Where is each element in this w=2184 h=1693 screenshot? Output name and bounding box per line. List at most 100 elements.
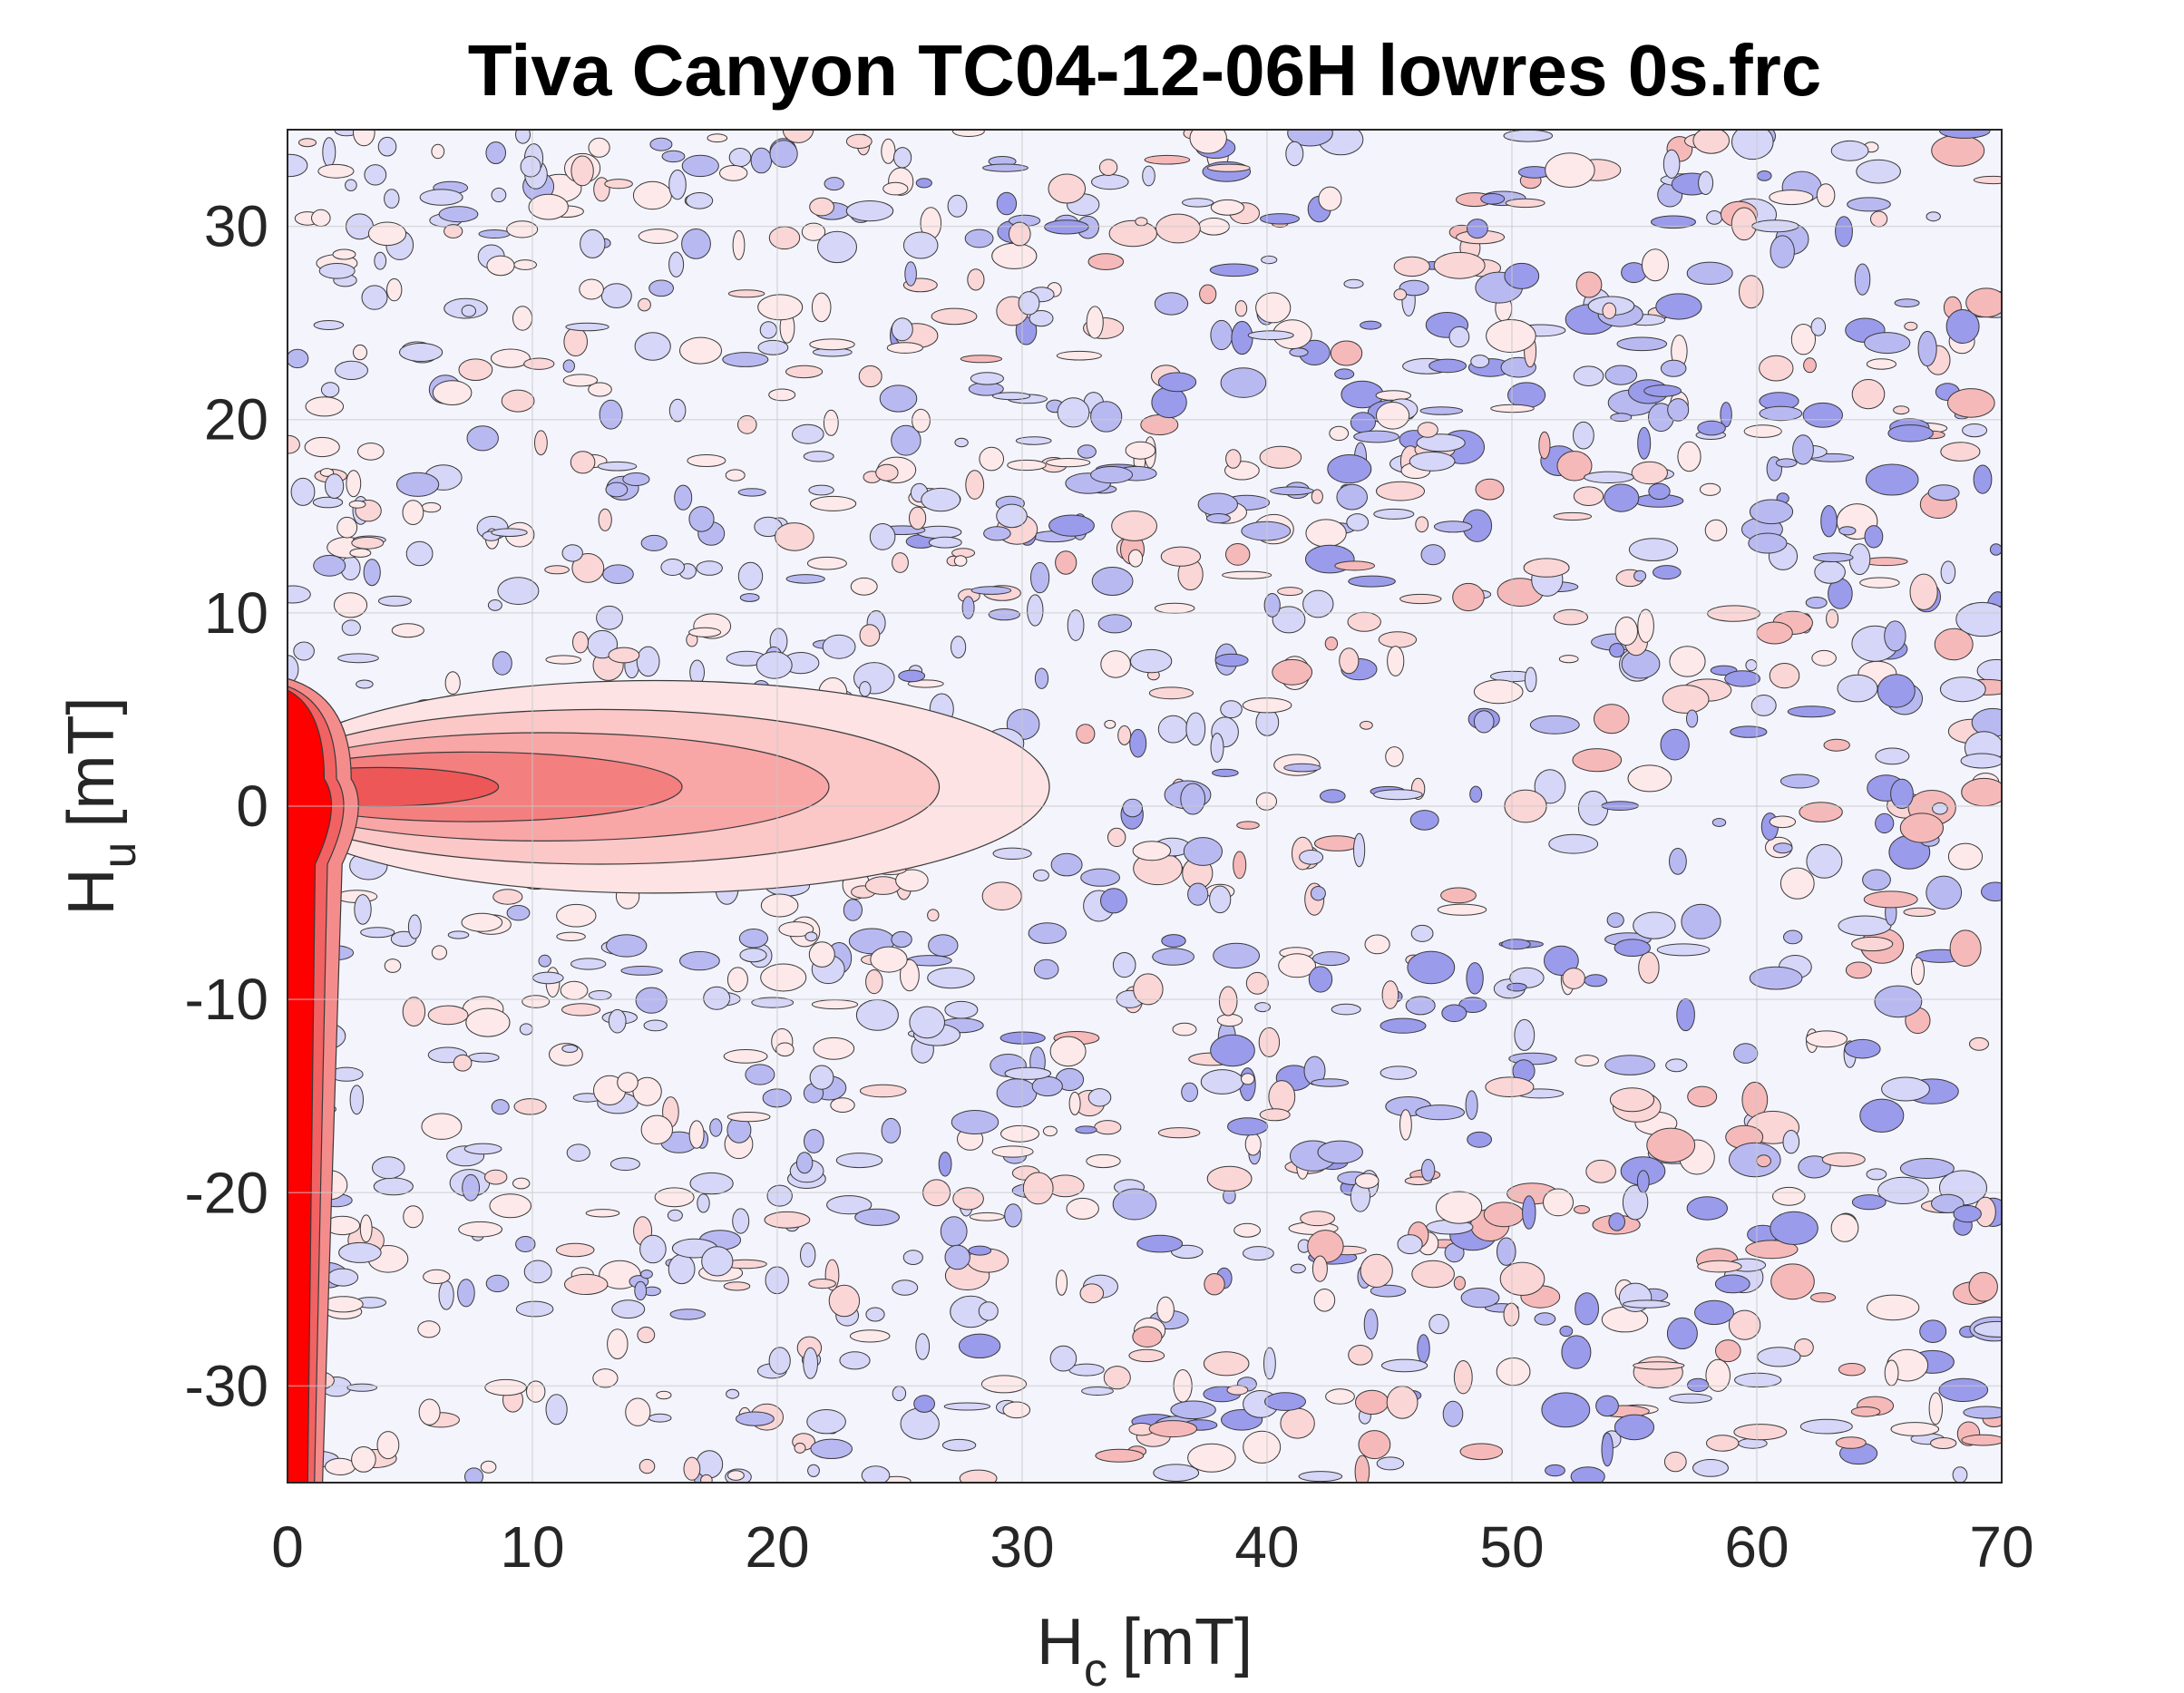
- noise-blob: [444, 224, 463, 238]
- noise-blob: [444, 671, 461, 695]
- noise-blob: [636, 646, 660, 677]
- noise-blob: [1420, 1159, 1436, 1182]
- noise-blob: [487, 599, 502, 611]
- noise-blob: [571, 553, 605, 583]
- noise-blob: [288, 348, 309, 369]
- noise-blob: [1646, 1127, 1696, 1163]
- noise-blob: [1739, 275, 1764, 309]
- noise-blob: [1820, 505, 1838, 538]
- noise-blob: [1779, 774, 1819, 789]
- noise-blob: [1633, 569, 1647, 582]
- noise-blob: [808, 1279, 836, 1289]
- noise-blob: [1838, 526, 1857, 536]
- noise-blob: [1720, 402, 1732, 428]
- noise-blob: [1501, 939, 1531, 950]
- noise-blob: [1056, 350, 1102, 361]
- x-axis-label-main: H: [1037, 1606, 1084, 1678]
- noise-blob: [1507, 382, 1546, 409]
- noise-blob: [1247, 330, 1294, 341]
- noise-blob: [322, 137, 336, 168]
- noise-blob: [534, 430, 548, 456]
- noise-blob: [1585, 1159, 1616, 1183]
- noise-blob: [1386, 1386, 1419, 1419]
- noise-blob: [1068, 1091, 1081, 1115]
- noise-blob: [1079, 1283, 1105, 1304]
- noise-blob: [602, 564, 634, 585]
- noise-blob: [1153, 1464, 1200, 1482]
- noise-blob: [1810, 317, 1827, 336]
- noise-blob: [1850, 1406, 1881, 1417]
- noise-blob: [1160, 546, 1202, 567]
- noise-blob: [491, 187, 507, 203]
- y-tick-label: 20: [204, 387, 268, 452]
- noise-blob: [1460, 1287, 1500, 1309]
- noise-blob: [359, 1214, 373, 1243]
- noise-blob: [346, 470, 362, 498]
- noise-blob: [1911, 957, 1925, 986]
- noise-blob: [807, 1464, 820, 1477]
- noise-blob: [835, 1153, 883, 1169]
- noise-blob: [1573, 365, 1604, 387]
- noise-blob: [900, 958, 920, 992]
- noise-blob: [1559, 1325, 1574, 1338]
- noise-blob: [1399, 1109, 1412, 1141]
- noise-blob: [1393, 288, 1408, 301]
- noise-blob: [750, 147, 773, 174]
- noise-blob: [1711, 818, 1727, 827]
- noise-blob: [1387, 646, 1405, 676]
- noise-blob: [515, 130, 531, 144]
- noise-blob: [1154, 292, 1189, 316]
- noise-blob: [1485, 1076, 1535, 1097]
- noise-blob: [325, 1457, 356, 1476]
- noise-blob: [1553, 511, 1593, 521]
- noise-blob: [1968, 1271, 1998, 1302]
- noise-blob: [318, 263, 356, 279]
- noise-blob: [490, 348, 531, 368]
- noise-blob: [1666, 1317, 1698, 1350]
- noise-blob: [1729, 1142, 1781, 1178]
- noise-blob: [727, 289, 765, 298]
- noise-blob: [668, 1253, 696, 1285]
- noise-blob: [1397, 1234, 1423, 1255]
- noise-blob: [1347, 611, 1381, 632]
- noise-blob: [1370, 1284, 1407, 1298]
- noise-blob: [384, 958, 402, 973]
- noise-blob: [1407, 950, 1456, 985]
- noise-blob: [588, 137, 610, 158]
- noise-blob: [639, 1234, 667, 1264]
- noise-blob: [1241, 1073, 1255, 1085]
- noise-blob: [1496, 1357, 1531, 1387]
- noise-blob: [988, 608, 1020, 621]
- noise-blob: [1932, 802, 1948, 815]
- noise-blob: [1380, 1017, 1427, 1034]
- noise-blob: [1453, 1276, 1467, 1290]
- noise-blob: [1289, 347, 1309, 357]
- noise-blob: [900, 1407, 940, 1440]
- noise-blob: [766, 1184, 793, 1207]
- noise-blob: [1734, 1372, 1782, 1388]
- noise-blob: [1029, 310, 1054, 327]
- noise-blob: [1311, 1078, 1350, 1087]
- noise-blob: [1310, 886, 1326, 901]
- noise-blob: [333, 592, 368, 618]
- noise-blob: [683, 1456, 701, 1481]
- noise-blob: [1336, 483, 1368, 511]
- noise-blob: [811, 999, 859, 1010]
- noise-blob: [1210, 199, 1245, 216]
- noise-blob: [337, 653, 379, 664]
- noise-blob: [1218, 986, 1238, 1017]
- noise-blob: [1866, 358, 1896, 370]
- noise-blob: [357, 443, 385, 461]
- noise-blob: [1662, 149, 1681, 179]
- noise-blob: [1437, 903, 1487, 916]
- noise-blob: [1890, 778, 1914, 810]
- noise-blob: [902, 231, 939, 259]
- noise-blob: [1731, 207, 1758, 241]
- noise-blob: [1981, 881, 2002, 902]
- noise-blob: [423, 1269, 451, 1285]
- noise-blob: [1172, 1022, 1197, 1036]
- vertical-ridge-contour: [288, 689, 333, 1483]
- noise-blob: [1233, 1222, 1261, 1238]
- noise-blob: [1272, 658, 1313, 686]
- noise-blob: [570, 958, 607, 970]
